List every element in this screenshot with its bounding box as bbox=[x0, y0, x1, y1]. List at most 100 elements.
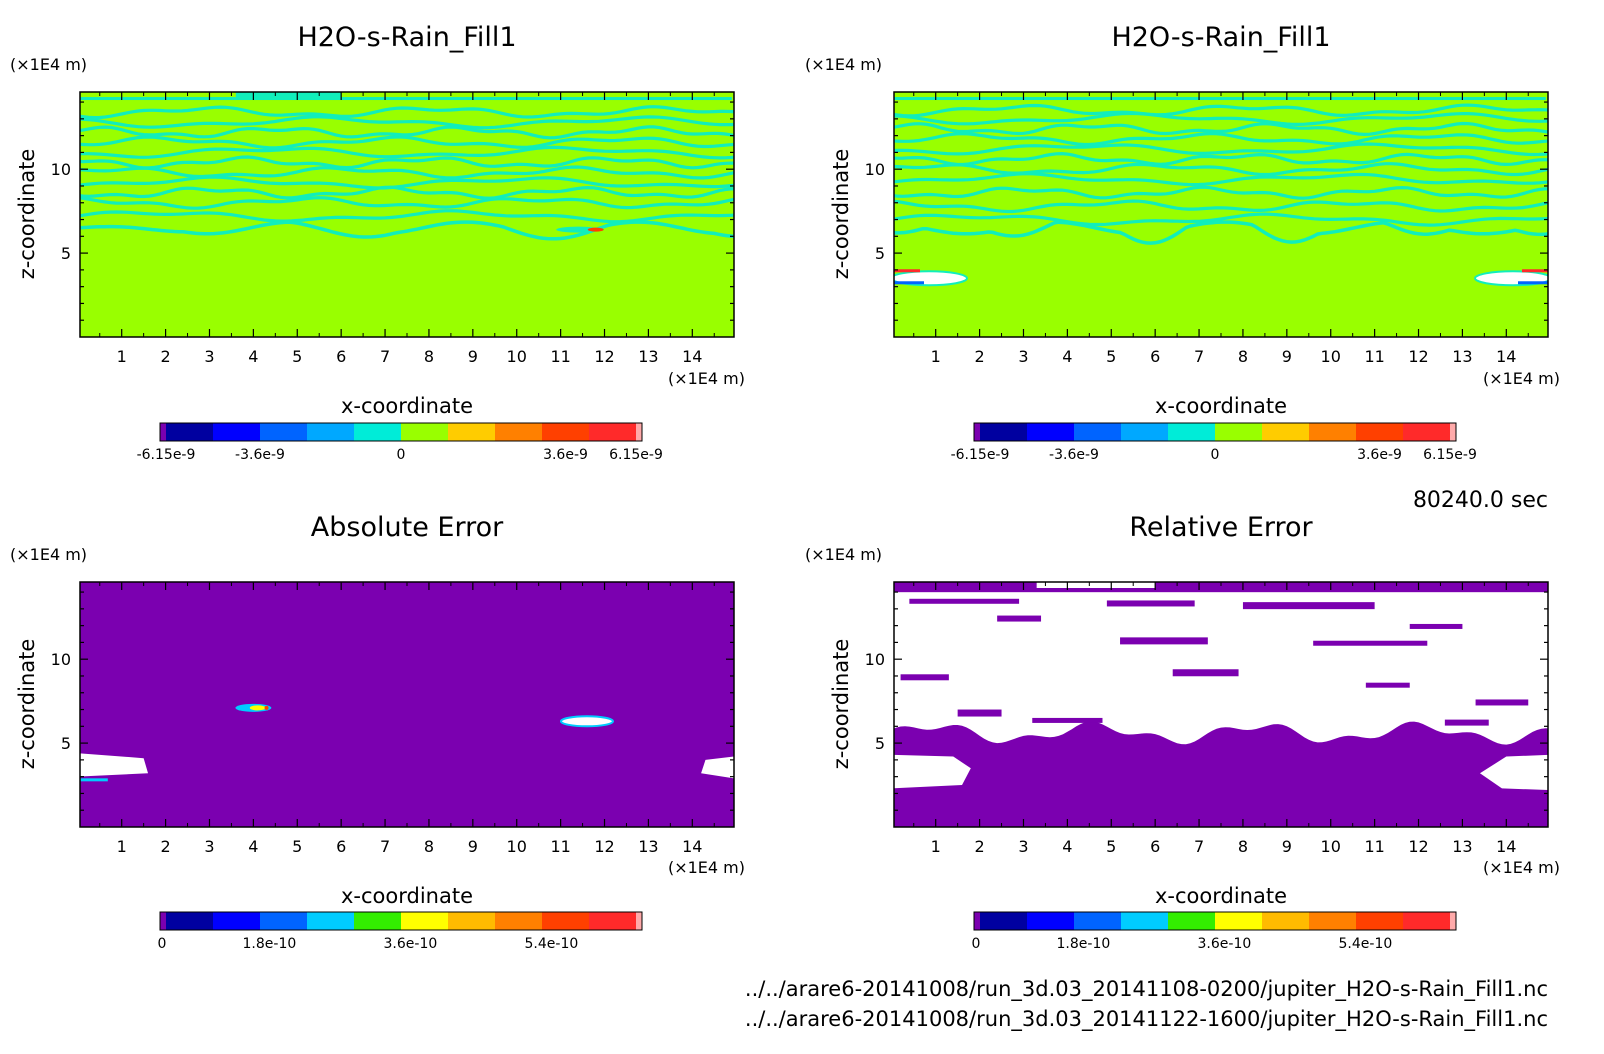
contour-line bbox=[80, 165, 734, 180]
colorbar-tick-label: -6.15e-9 bbox=[137, 447, 196, 463]
colorbar-tick-label: 5.4e-10 bbox=[525, 936, 579, 952]
colorbar-frame bbox=[973, 911, 1457, 931]
contour-line bbox=[80, 105, 734, 120]
x-tick-label: 14 bbox=[1496, 837, 1516, 856]
colorbar-cell bbox=[980, 912, 1027, 930]
field-plot-area bbox=[894, 92, 1548, 337]
colorbar-cell bbox=[495, 423, 542, 441]
x-tick-label: 8 bbox=[1238, 347, 1248, 366]
colorbar-tick-label: -3.6e-9 bbox=[235, 447, 285, 463]
x-tick-label: 9 bbox=[468, 837, 478, 856]
x-tick-label: 11 bbox=[550, 347, 570, 366]
colorbar-cell bbox=[1262, 912, 1309, 930]
x-tick-label: 5 bbox=[1106, 837, 1116, 856]
colorbar-cell bbox=[1168, 423, 1215, 441]
y-tick-label: 5 bbox=[61, 734, 71, 753]
colorbar-cell bbox=[1450, 423, 1456, 441]
colorbar-cell bbox=[1450, 912, 1456, 930]
colorbar-tick-label: 6.15e-9 bbox=[609, 447, 663, 463]
colorbar-cell bbox=[495, 912, 542, 930]
colorbar: 0 1.8e-10 3.6e-10 5.4e-10 bbox=[972, 911, 1457, 952]
x-tick-label: 8 bbox=[424, 347, 434, 366]
x-tick-label: 10 bbox=[507, 347, 527, 366]
x-tick-label: 8 bbox=[424, 837, 434, 856]
relative-low-strip bbox=[1313, 640, 1428, 646]
x-tick-label: 6 bbox=[336, 347, 346, 366]
x-tick-label: 7 bbox=[380, 347, 390, 366]
x-tick-label: 6 bbox=[336, 837, 346, 856]
colorbar-cell bbox=[260, 912, 307, 930]
relative-low-strip bbox=[1172, 669, 1239, 677]
cloud-feature-edge bbox=[1522, 269, 1548, 273]
colorbar-cell bbox=[542, 423, 589, 441]
contour-line bbox=[894, 172, 1548, 187]
panel-title: Absolute Error bbox=[311, 512, 504, 543]
x-tick-label: 10 bbox=[1321, 347, 1341, 366]
colorbar-tick-label: 3.6e-9 bbox=[543, 447, 588, 463]
panel-field-2: H2O-s-Rain_Fill1 (×1E4 m) 1 2 3 4 5 6 7 8 9 10 11 1… bbox=[805, 22, 1560, 463]
colorbar-tick-label: 1.8e-10 bbox=[243, 936, 297, 952]
colorbar-frame bbox=[159, 422, 643, 442]
contour-line bbox=[80, 115, 734, 130]
x-unit-label: (×1E4 m) bbox=[668, 369, 745, 388]
contour-line bbox=[894, 142, 1548, 157]
colorbar-cell bbox=[213, 912, 260, 930]
relative-low-strip bbox=[997, 615, 1042, 622]
colorbar-cell bbox=[354, 912, 401, 930]
cloud-feature-edge bbox=[894, 281, 924, 285]
colorbar-tick-label: 1.8e-10 bbox=[1057, 936, 1111, 952]
field-background bbox=[894, 92, 1548, 337]
colorbar-cell bbox=[166, 423, 213, 441]
x-tick-label: 3 bbox=[204, 347, 214, 366]
contour-line bbox=[80, 196, 734, 210]
x-tick-label: 2 bbox=[974, 837, 984, 856]
colorbar-cell bbox=[401, 912, 448, 930]
colorbar-tick-label: 0 bbox=[158, 936, 167, 952]
file-path-2: ../../arare6-20141008/run_3d.03_20141122… bbox=[745, 1007, 1548, 1032]
error-blob bbox=[701, 756, 734, 779]
x-unit-label: (×1E4 m) bbox=[1483, 858, 1560, 877]
colorbar-tick-label: 3.6e-10 bbox=[384, 936, 438, 952]
colorbar-cell bbox=[213, 423, 260, 441]
panel-title: Relative Error bbox=[1129, 512, 1313, 543]
x-tick-label: 10 bbox=[507, 837, 527, 856]
x-tick-label: 13 bbox=[1452, 837, 1472, 856]
contour-line bbox=[80, 185, 734, 200]
panel-title: H2O-s-Rain_Fill1 bbox=[297, 22, 516, 53]
colorbar: 0 1.8e-10 3.6e-10 5.4e-10 bbox=[158, 911, 643, 952]
x-tick-label: 13 bbox=[1452, 347, 1472, 366]
colorbar: -6.15e-9 -3.6e-9 0 3.6e-9 6.15e-9 bbox=[137, 422, 663, 463]
top-band bbox=[80, 97, 732, 101]
colorbar-cell bbox=[1215, 423, 1262, 441]
colorbar-cell bbox=[448, 912, 495, 930]
relative-low-strip bbox=[1444, 719, 1489, 726]
colorbar-tick-label: 3.6e-9 bbox=[1357, 447, 1402, 463]
colorbar-cell bbox=[974, 912, 980, 930]
colorbar-cell bbox=[1403, 423, 1450, 441]
x-tick-label: 14 bbox=[682, 347, 702, 366]
error-plot-area bbox=[80, 582, 734, 827]
boundary-contour bbox=[894, 220, 1548, 245]
relative-high-region bbox=[894, 754, 971, 789]
x-tick-label: 4 bbox=[248, 837, 258, 856]
x-unit-label: (×1E4 m) bbox=[1483, 369, 1560, 388]
x-tick-label: 13 bbox=[638, 347, 658, 366]
panel-relative-error: Relative Error (×1E4 m) 1 2 3 4 5 6 7 8 9 10 11 12 1… bbox=[805, 512, 1560, 952]
colorbar-cell bbox=[636, 423, 642, 441]
x-tick-label: 1 bbox=[117, 837, 127, 856]
relative-high-region bbox=[1479, 754, 1548, 791]
colorbar-cell bbox=[166, 912, 213, 930]
colorbar-frame bbox=[973, 422, 1457, 442]
relative-low-strip bbox=[1106, 600, 1195, 607]
cloud-feature-core bbox=[587, 227, 604, 232]
relative-low-strip bbox=[1032, 717, 1103, 723]
colorbar-cell bbox=[589, 423, 636, 441]
error-blob-peak bbox=[264, 705, 269, 710]
x-axis-label: x-coordinate bbox=[1155, 394, 1287, 418]
x-tick-label: 12 bbox=[594, 347, 614, 366]
x-tick-label: 7 bbox=[1194, 347, 1204, 366]
x-tick-label: 1 bbox=[931, 837, 941, 856]
x-tick-label: 14 bbox=[1496, 347, 1516, 366]
relative-low-strip bbox=[1120, 637, 1208, 645]
